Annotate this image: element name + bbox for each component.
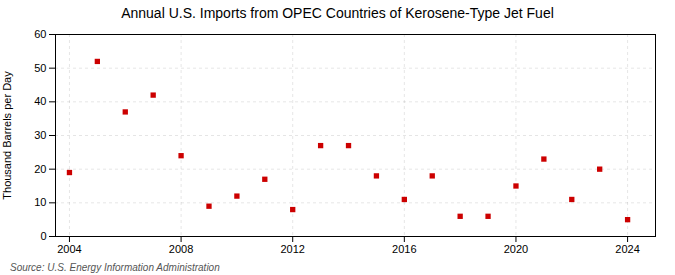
html-text:Annual U.S. Imports from OPEC: Annual U.S. Imports from OPEC Countries … [121, 5, 554, 21]
svg-text:2012: 2012 [280, 243, 304, 255]
svg-text:10: 10 [34, 196, 46, 208]
svg-text:2008: 2008 [169, 243, 193, 255]
svg-text:2016: 2016 [392, 243, 416, 255]
svg-text:2004: 2004 [57, 243, 81, 255]
svg-text:2020: 2020 [504, 243, 528, 255]
svg-text:60: 60 [34, 28, 46, 40]
svg-text:2024: 2024 [615, 243, 639, 255]
svg-text:20: 20 [34, 163, 46, 175]
html-text:Source: U.S. Energy Informatio: Source: U.S. Energy Information Administ… [10, 262, 220, 273]
svg-text:40: 40 [34, 95, 46, 107]
svg-text:0: 0 [40, 230, 46, 242]
svg-text:Thousand Barrels per Day: Thousand Barrels per Day [1, 71, 13, 200]
svg-text:50: 50 [34, 62, 46, 74]
svg-text:30: 30 [34, 129, 46, 141]
